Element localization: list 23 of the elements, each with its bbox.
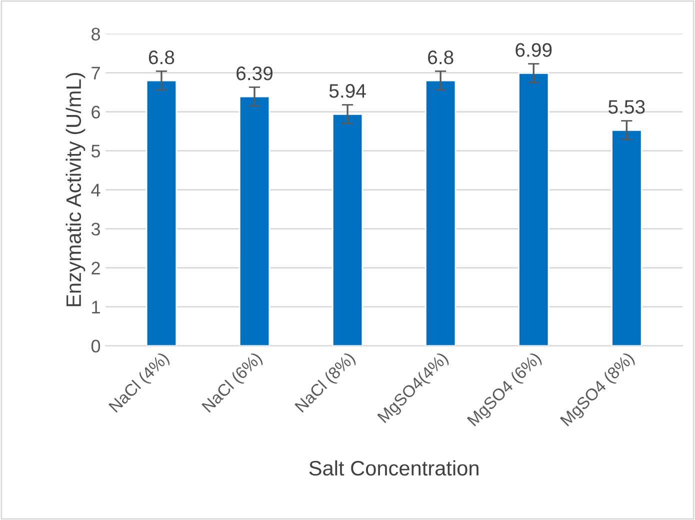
y-tick-label: 0	[91, 340, 100, 353]
y-tick-label: 2	[92, 262, 100, 274]
y-tick-label: 1	[92, 300, 100, 314]
data-label: 5.94	[329, 84, 366, 98]
data-label: 5.53	[608, 100, 645, 114]
data-label: 6.8	[148, 50, 174, 64]
y-axis-title: Enzymatic Activity (U/mL)	[66, 73, 86, 306]
x-axis-title: Salt Concentration	[309, 460, 478, 476]
data-label: 6.39	[236, 66, 273, 80]
bar	[425, 80, 456, 346]
bar	[332, 113, 364, 346]
bar	[518, 72, 550, 346]
y-tick-label: 5	[91, 144, 100, 158]
data-label: 6.8	[428, 50, 454, 64]
data-label: 6.99	[516, 43, 552, 57]
y-tick-label: 7	[92, 66, 100, 80]
y-tick-label: 3	[91, 222, 100, 236]
bar	[238, 96, 270, 346]
bar	[146, 80, 178, 346]
y-tick-label: 4	[91, 184, 100, 196]
bar	[611, 129, 642, 346]
y-tick-label: 6	[92, 106, 100, 119]
y-tick-label: 8	[92, 28, 100, 41]
